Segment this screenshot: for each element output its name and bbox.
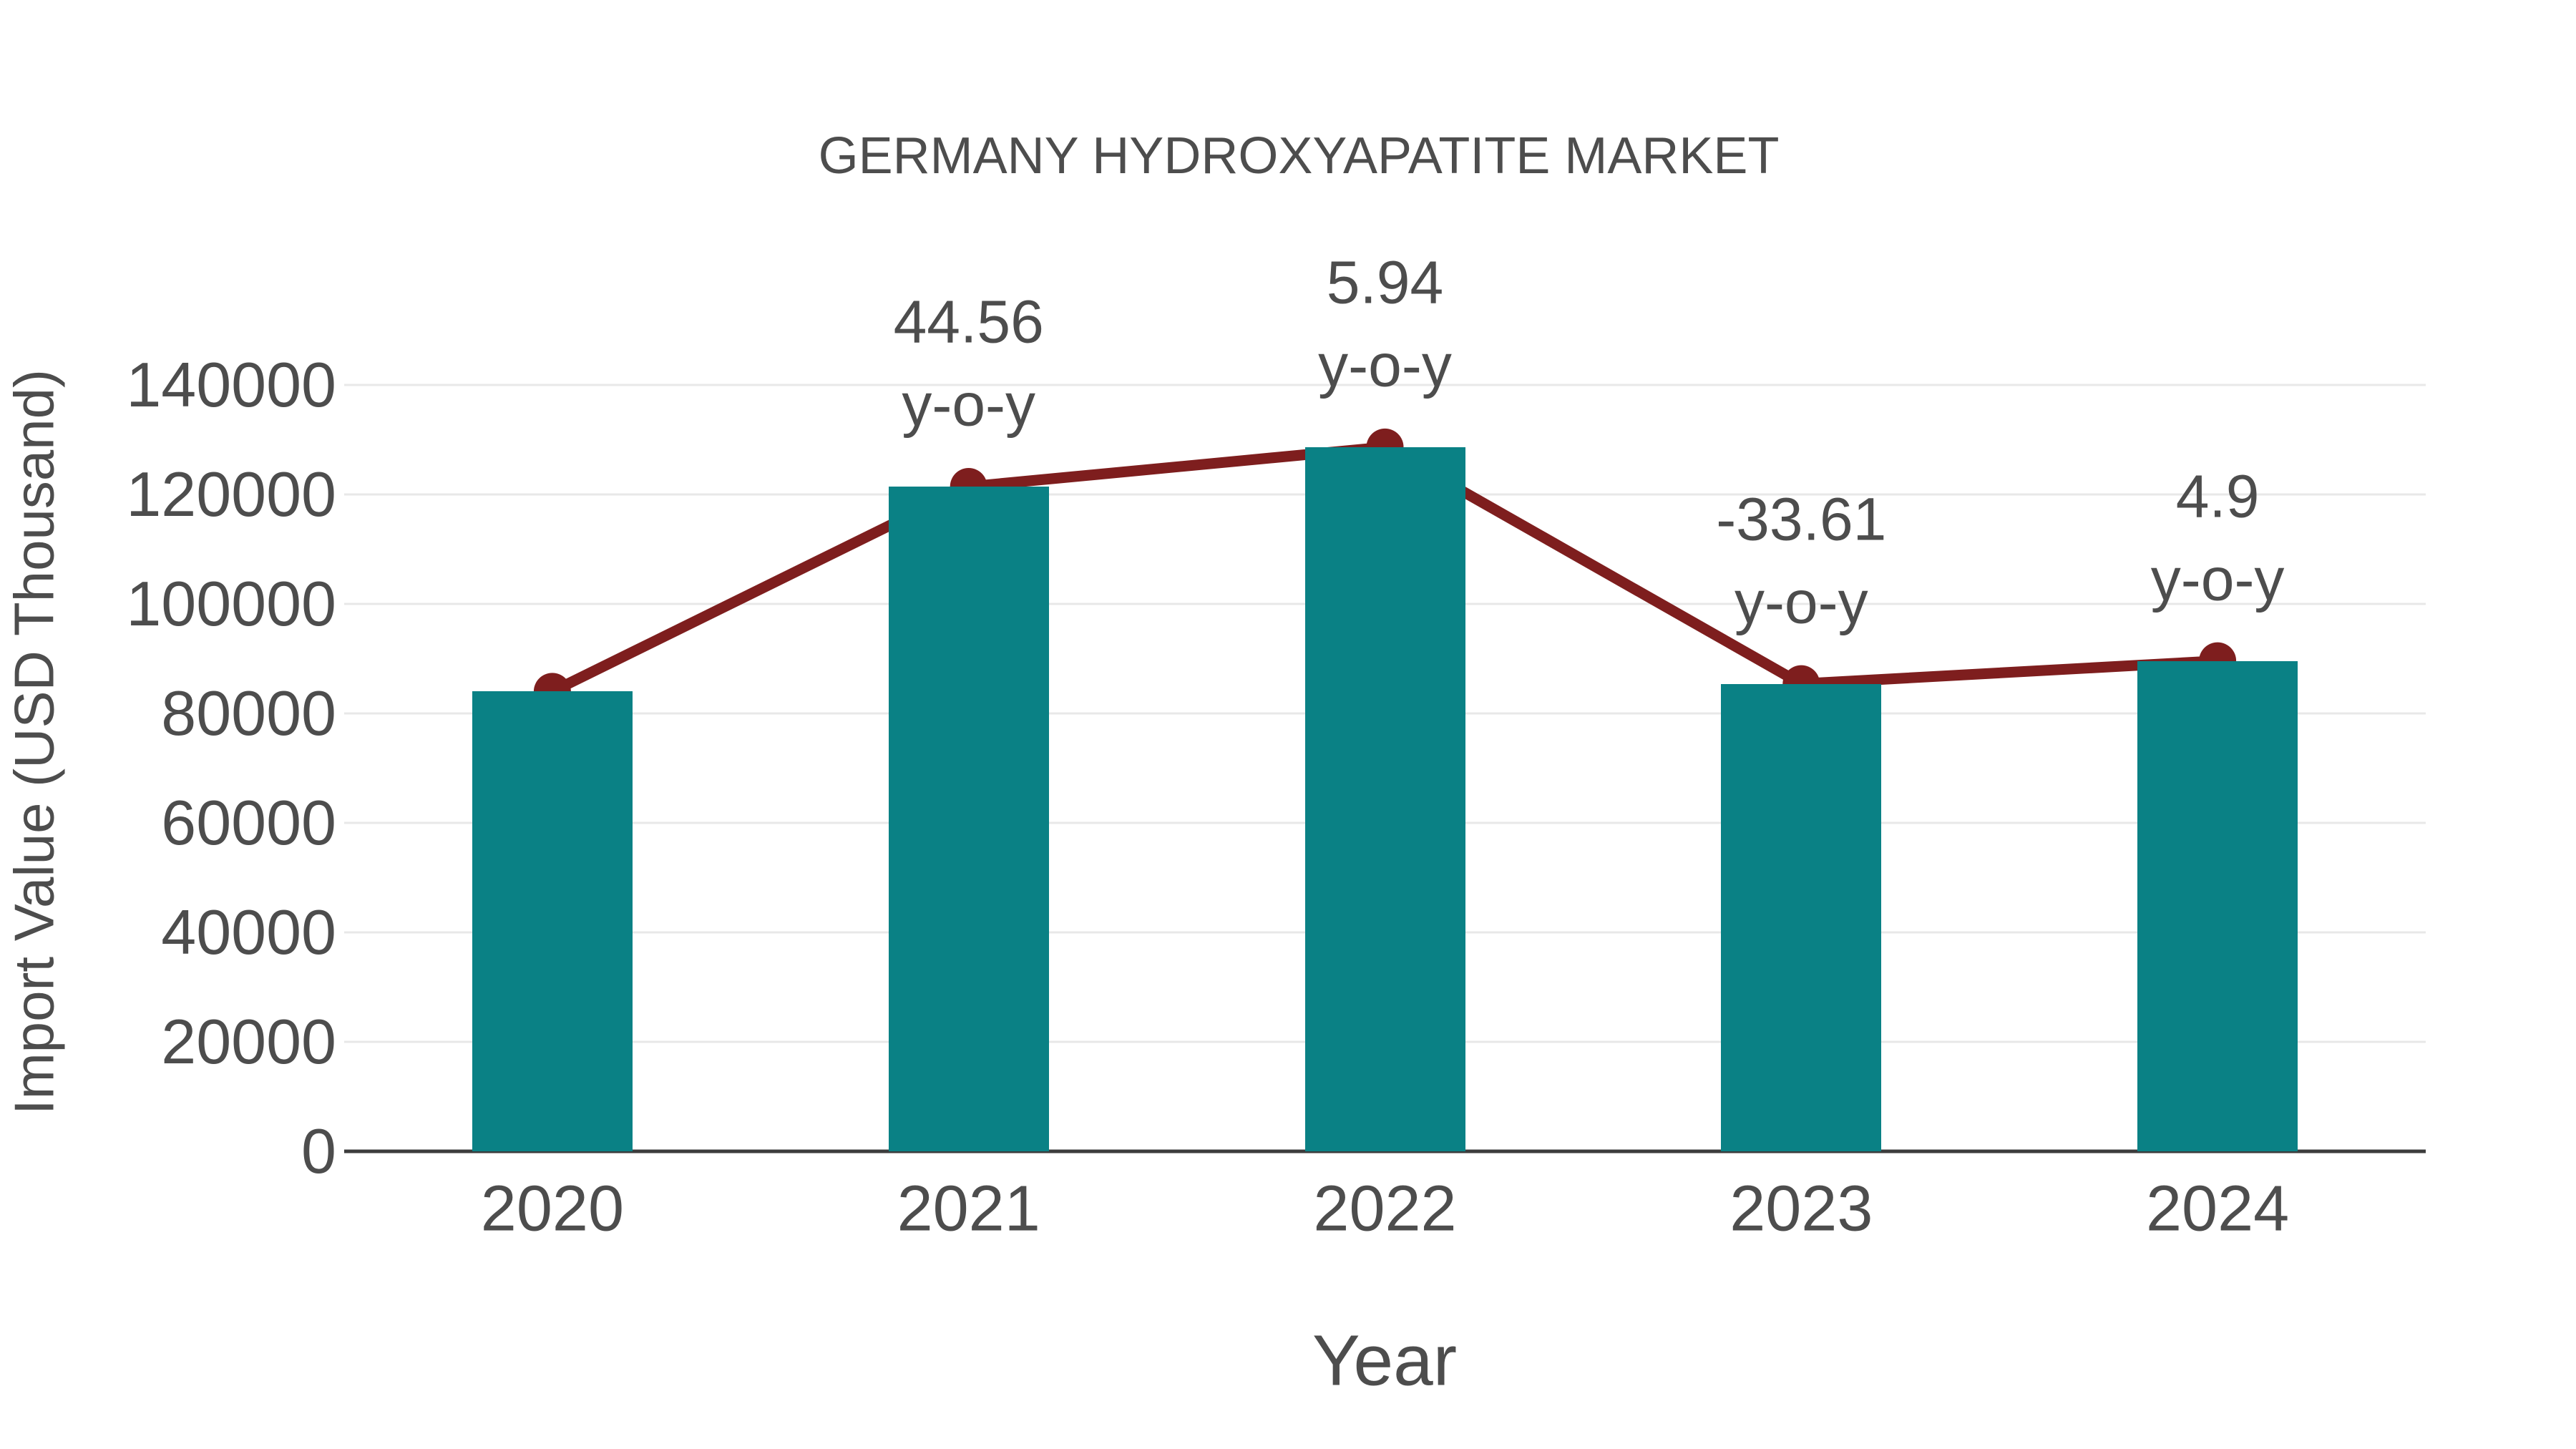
bar-2020 [472,691,633,1151]
x-tick-label-2023: 2023 [1729,1173,1873,1245]
annotation-value-2024: 4.9 [2175,462,2260,530]
x-tick-label-2020: 2020 [480,1173,624,1245]
annotation-suffix-2024: y-o-y [2150,545,2285,613]
x-tick-label-2021: 2021 [897,1173,1040,1245]
chart-title: GERMANY HYDROXYAPATITE MARKET [818,127,1780,185]
annotation-value-2021: 44.56 [893,288,1044,356]
bar-2022 [1304,447,1465,1151]
annotation-suffix-2021: y-o-y [902,371,1036,439]
x-axis-title: Year [1312,1320,1458,1401]
y-tick-label-0: 0 [301,1116,336,1186]
y-tick-label-20000: 20000 [161,1006,336,1077]
y-tick-label-40000: 40000 [161,897,336,967]
y-tick-label-100000: 100000 [126,568,336,639]
annotation-suffix-2023: y-o-y [1734,568,1868,636]
bar-2021 [888,487,1049,1151]
x-tick-label-2022: 2022 [1313,1173,1457,1245]
annotation-suffix-2022: y-o-y [1318,331,1452,399]
y-tick-label-140000: 140000 [126,349,336,420]
annotation-value-2022: 5.94 [1326,248,1444,316]
annotation-value-2023: -33.61 [1716,485,1887,553]
y-tick-label-80000: 80000 [161,678,336,748]
bar-2024 [2137,660,2298,1151]
x-tick-label-2024: 2024 [2145,1173,2290,1245]
bar-2023 [1721,683,1882,1151]
y-tick-label-120000: 120000 [126,459,336,530]
y-tick-label-60000: 60000 [161,787,336,858]
